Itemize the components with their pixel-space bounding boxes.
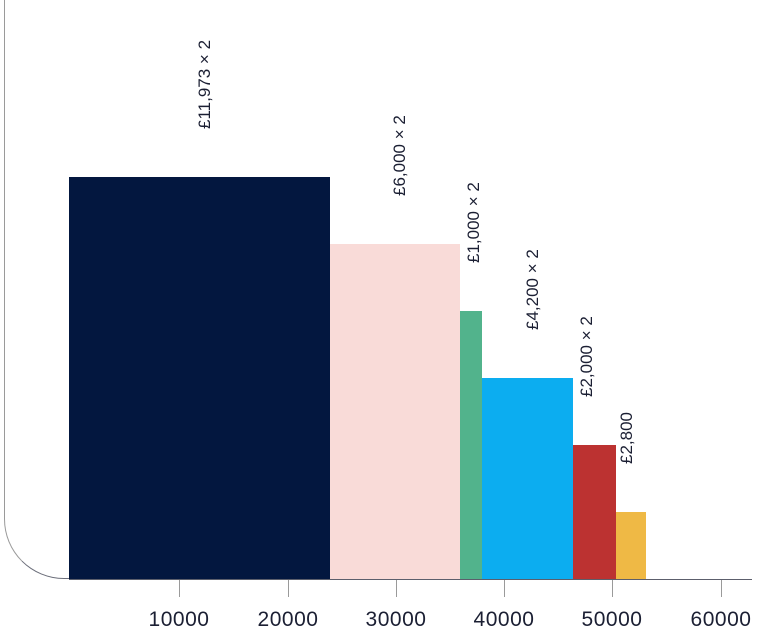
bar-label-1: £11,973 × 2 bbox=[194, 39, 214, 129]
x-tick-label-10000: 10000 bbox=[148, 608, 210, 631]
x-tick-label-30000: 30000 bbox=[365, 608, 427, 631]
x-tick-20000 bbox=[288, 580, 289, 597]
x-tick-10000 bbox=[179, 580, 180, 597]
bar-label-4: £4,200 × 2 bbox=[522, 249, 542, 330]
axis-frame-curve bbox=[4, 0, 70, 579]
bar-6 bbox=[616, 512, 646, 579]
x-tick-label-50000: 50000 bbox=[581, 608, 643, 631]
bar-label-5: £2,000 × 2 bbox=[577, 316, 596, 397]
x-tick-30000 bbox=[396, 580, 397, 597]
bar-label-6: £2,800 bbox=[617, 412, 636, 464]
bar-5 bbox=[573, 445, 616, 579]
bar-label-3: £1,000 × 2 bbox=[464, 182, 483, 263]
x-tick-label-60000: 60000 bbox=[690, 608, 752, 631]
bar-label-2: £6,000 × 2 bbox=[390, 115, 409, 196]
bar-2 bbox=[330, 244, 460, 579]
x-axis-line bbox=[69, 579, 752, 580]
x-tick-label-20000: 20000 bbox=[257, 608, 319, 631]
bar-1 bbox=[69, 177, 330, 579]
bar-4 bbox=[482, 378, 573, 579]
x-tick-label-40000: 40000 bbox=[473, 608, 535, 631]
x-tick-40000 bbox=[504, 580, 505, 597]
x-tick-60000 bbox=[721, 580, 722, 597]
x-tick-50000 bbox=[612, 580, 613, 597]
bar-3 bbox=[460, 311, 482, 579]
